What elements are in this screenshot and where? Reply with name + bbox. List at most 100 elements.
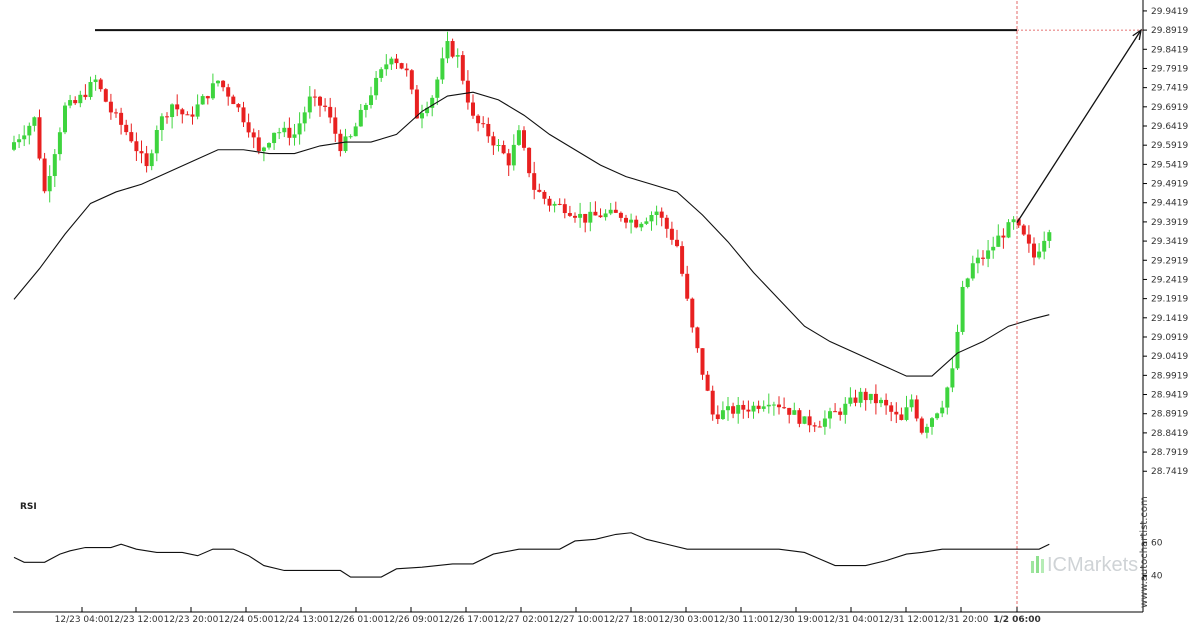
candle-up	[603, 213, 608, 218]
candle-down	[787, 407, 792, 415]
candle-up	[425, 107, 430, 114]
candle-down	[481, 123, 486, 125]
candle-up	[154, 130, 159, 154]
candle-down	[700, 348, 705, 375]
candle-up	[516, 130, 521, 145]
rsi-panel: RSI	[13, 502, 1050, 578]
candle-up	[389, 58, 394, 65]
candle-up	[970, 263, 975, 279]
candle-down	[777, 404, 781, 408]
candle-down	[486, 123, 491, 137]
watermark: www.autochartist.com ICMarkets	[1031, 496, 1150, 608]
candle-up	[282, 127, 287, 133]
candle-up	[93, 79, 98, 83]
candle-up	[975, 257, 980, 264]
candle-down	[506, 153, 511, 166]
price-tick-label: 28.9919	[1151, 371, 1188, 381]
candle-up	[17, 139, 22, 143]
candle-down	[522, 130, 526, 148]
candle-down	[241, 107, 246, 123]
time-tick-label: 12/27 02:00	[494, 615, 549, 625]
candle-down	[613, 209, 618, 213]
candle-up	[430, 97, 435, 108]
price-tick-label: 29.5419	[1151, 160, 1188, 170]
candle-up	[644, 221, 649, 224]
rsi-axis: 60 40	[1143, 539, 1163, 581]
candle-down	[409, 70, 414, 90]
candle-up	[960, 286, 965, 332]
candle-up	[32, 117, 37, 126]
candle-down	[73, 100, 78, 104]
candle-up	[909, 399, 914, 408]
candle-up	[751, 405, 756, 412]
candle-up	[68, 100, 73, 106]
price-tick-label: 29.3919	[1151, 218, 1188, 228]
candle-up	[297, 123, 302, 135]
time-tick-label: 12/24 13:00	[274, 615, 329, 625]
time-tick-label: 12/30 03:00	[659, 615, 714, 625]
time-tick-label: 12/31 20:00	[934, 615, 989, 625]
candle-down	[37, 117, 42, 159]
time-tick-label: 12/27 18:00	[604, 615, 659, 625]
candle-down	[695, 327, 700, 349]
candle-down	[205, 96, 210, 99]
candle-down	[557, 203, 562, 205]
candle-up	[348, 136, 353, 138]
candle-down	[634, 219, 639, 228]
candle-down	[180, 109, 185, 115]
candle-up	[210, 83, 215, 99]
candle-up	[986, 250, 991, 259]
candle-down	[129, 132, 134, 142]
candle-up	[511, 144, 516, 166]
candle-down	[246, 122, 251, 133]
candle-up	[384, 64, 389, 70]
candle-up	[639, 223, 644, 228]
candle-up	[1006, 222, 1011, 238]
candle-down	[450, 41, 455, 57]
candle-up	[848, 397, 853, 404]
candle-down	[312, 96, 317, 98]
candle-up	[369, 95, 373, 105]
price-tick-label: 29.8919	[1151, 26, 1188, 36]
candle-down	[1001, 235, 1006, 238]
time-tick-label: 12/23 20:00	[164, 615, 219, 625]
candle-down	[165, 116, 169, 118]
candle-up	[649, 215, 654, 222]
candle-up	[88, 82, 93, 98]
price-tick-label: 29.9419	[1151, 7, 1188, 17]
candle-up	[435, 79, 440, 98]
price-tick-label: 29.1419	[1151, 314, 1188, 324]
price-tick-label: 29.3419	[1151, 237, 1188, 247]
candle-down	[894, 411, 899, 415]
time-tick-label: 12/31 04:00	[824, 615, 879, 625]
candle-down	[705, 374, 710, 391]
candle-up	[52, 154, 57, 177]
candle-down	[680, 246, 685, 274]
candle-down	[873, 393, 878, 404]
candle-down	[226, 87, 231, 97]
candle-down	[108, 101, 113, 113]
candle-down	[981, 257, 985, 259]
candle-down	[185, 114, 190, 116]
candle-up	[802, 416, 807, 424]
candle-down	[756, 405, 761, 409]
price-tick-label: 29.1919	[1151, 295, 1188, 305]
candle-down	[236, 104, 241, 108]
candle-up	[965, 278, 970, 287]
candle-up	[1042, 240, 1047, 252]
candle-up	[822, 418, 827, 427]
candle-up	[608, 209, 613, 214]
candle-up	[496, 145, 501, 147]
candle-down	[598, 215, 603, 218]
candle-down	[624, 217, 628, 223]
candle-up	[996, 235, 1001, 247]
overlay-layer	[95, 1, 1143, 612]
candle-down	[710, 390, 715, 415]
candle-up	[78, 94, 83, 104]
time-tick-label: 12/24 05:00	[219, 615, 274, 625]
candle-up	[950, 368, 955, 388]
candle-down	[889, 405, 894, 412]
candle-down	[542, 191, 547, 199]
candle-down	[914, 399, 919, 419]
